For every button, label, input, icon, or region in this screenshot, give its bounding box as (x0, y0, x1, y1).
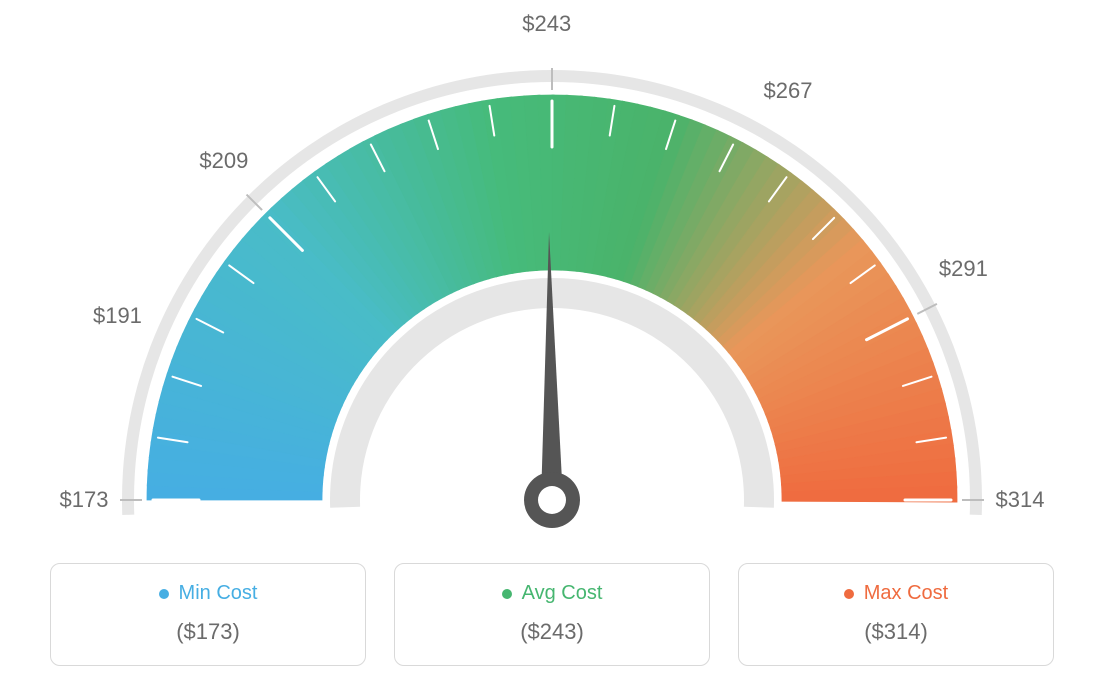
legend-value-avg: ($243) (405, 619, 699, 645)
legend-value-min: ($173) (61, 619, 355, 645)
gauge-label: $173 (60, 487, 109, 513)
legend-title-avg: Avg Cost (502, 582, 603, 605)
legend-value-max: ($314) (749, 619, 1043, 645)
gauge-label: $314 (996, 487, 1045, 513)
legend-card-min: Min Cost ($173) (50, 563, 366, 666)
legend-title-text-min: Min Cost (179, 582, 258, 605)
legend-dot-min (159, 589, 169, 599)
gauge-label: $209 (199, 148, 248, 174)
legend-title-min: Min Cost (159, 582, 258, 605)
legend-title-max: Max Cost (844, 582, 948, 605)
gauge-hub-inner (538, 486, 566, 514)
legend-title-text-avg: Avg Cost (522, 582, 603, 605)
legend-card-max: Max Cost ($314) (738, 563, 1054, 666)
legend-title-text-max: Max Cost (864, 582, 948, 605)
gauge-label: $267 (764, 78, 813, 104)
legend-dot-avg (502, 589, 512, 599)
legend-card-avg: Avg Cost ($243) (394, 563, 710, 666)
gauge-container: $173 $191 $209 $243 $267 $291 $314 (0, 0, 1104, 560)
legend-row: Min Cost ($173) Avg Cost ($243) Max Cost… (50, 563, 1054, 666)
legend-dot-max (844, 589, 854, 599)
gauge-label: $191 (93, 303, 142, 329)
gauge-needle (541, 232, 563, 500)
gauge-label: $243 (522, 11, 571, 37)
gauge-label: $291 (939, 256, 988, 282)
